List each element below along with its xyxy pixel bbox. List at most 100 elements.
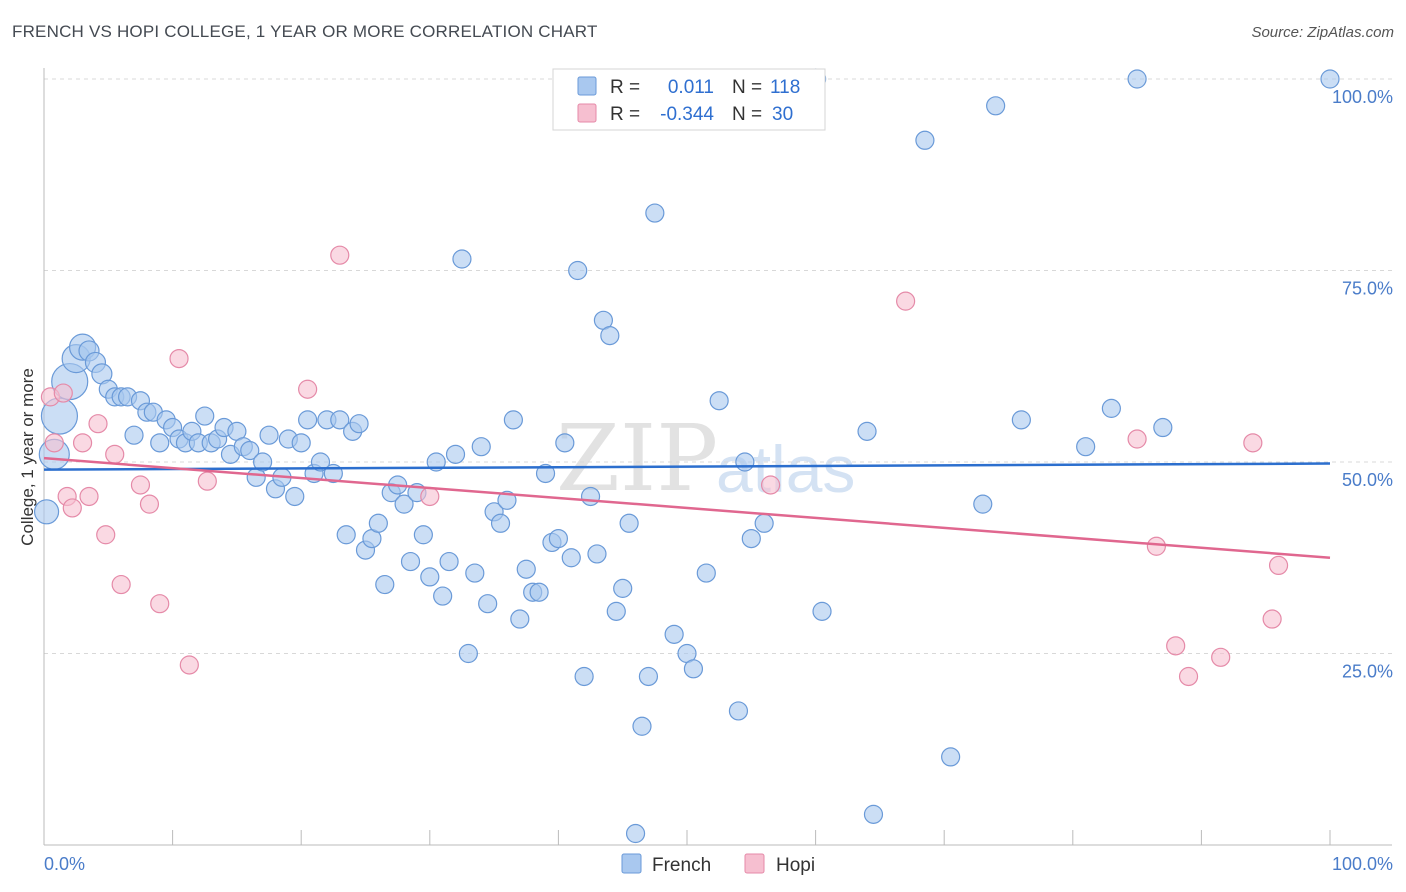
french-point-117	[1320, 69, 1340, 89]
watermark: ZIP atlas	[556, 405, 855, 512]
french-point-100	[728, 701, 749, 721]
french-point-24	[195, 406, 215, 426]
french-point-77	[535, 463, 556, 484]
legend-french-n-label: N =	[732, 77, 762, 98]
hopi-point-25	[1178, 666, 1199, 687]
french-point-67	[471, 437, 491, 457]
french-point-73	[510, 609, 530, 629]
french-point-70	[490, 513, 511, 533]
french-point-95	[664, 624, 684, 644]
french-point-39	[291, 433, 311, 453]
french-point-58	[413, 525, 433, 545]
french-point-82	[568, 260, 588, 281]
french-point-85	[587, 544, 607, 564]
bottom-legend-swatch-french	[621, 853, 642, 874]
french-point-17	[150, 433, 170, 453]
french-point-103	[754, 513, 774, 533]
hopi-point-5	[72, 433, 93, 453]
hopi-point-8	[96, 525, 116, 545]
hopi-point-9	[105, 444, 125, 464]
french-point-74	[516, 559, 536, 579]
legend-box: R = 0.011 N = 118 R = -0.344 N = 30	[552, 68, 826, 131]
french-point-79	[548, 528, 569, 549]
french-point-94	[645, 203, 665, 223]
french-point-61	[433, 586, 453, 606]
legend-french-r-value: 0.011	[668, 77, 714, 98]
french-point-80	[555, 433, 575, 453]
french-point-33	[253, 452, 273, 472]
hopi-point-1	[44, 433, 64, 453]
hopi-point-19	[420, 486, 440, 507]
y-tick-label-75: 75.0%	[1342, 279, 1393, 299]
french-point-99	[709, 391, 729, 411]
french-point-106	[857, 421, 877, 441]
hopi-point-2	[53, 383, 73, 403]
french-point-34	[259, 425, 279, 445]
legend-french-r-label: R =	[610, 77, 640, 98]
french-point-31	[240, 440, 260, 461]
hopi-point-18	[330, 245, 350, 265]
french-point-114	[1101, 398, 1121, 418]
french-point-72	[503, 410, 523, 430]
french-point-93	[638, 666, 659, 687]
french-point-59	[420, 567, 440, 587]
legend-swatch-hopi	[577, 103, 597, 123]
bottom-legend-swatch-hopi	[744, 853, 765, 874]
legend-hopi-r-value: -0.344	[660, 104, 714, 125]
french-point-101	[735, 452, 755, 472]
y-tick-label-50: 50.0%	[1342, 470, 1393, 490]
french-point-83	[574, 666, 594, 687]
french-point-92	[632, 716, 652, 736]
french-point-60	[426, 452, 446, 472]
french-point-110	[973, 494, 993, 514]
trend-line-french	[43, 462, 1331, 471]
french-point-89	[613, 578, 633, 598]
hopi-point-27	[1243, 433, 1263, 453]
french-point-87	[600, 326, 620, 346]
legend-hopi-r-label: R =	[610, 104, 640, 125]
hopi-point-16	[197, 471, 217, 491]
french-point-65	[458, 643, 478, 664]
hopi-point-12	[139, 494, 160, 514]
french-point-81	[561, 548, 581, 568]
y-axis-label: College, 1 year or more	[18, 368, 37, 546]
hopi-point-23	[1146, 536, 1166, 556]
legend-french-n-value: 118	[770, 77, 800, 98]
y-tick-labels: 25.0% 50.0% 75.0% 100.0%	[1332, 87, 1393, 682]
hopi-point-13	[150, 594, 170, 614]
french-point-40	[298, 410, 318, 430]
french-point-46	[336, 525, 356, 545]
hopi-point-24	[1166, 636, 1186, 656]
hopi-point-15	[179, 655, 199, 675]
hopi-point-26	[1211, 647, 1231, 667]
hopi-point-14	[169, 348, 189, 369]
bottom-legend: French Hopi	[621, 853, 815, 876]
french-point-111	[986, 96, 1006, 116]
french-point-97	[683, 659, 704, 679]
french-point-71	[497, 490, 517, 510]
french-point-107	[863, 804, 884, 824]
french-point-84	[580, 486, 601, 507]
hopi-point-6	[79, 486, 99, 507]
hopi-point-4	[62, 498, 82, 518]
gridlines	[44, 78, 1392, 654]
french-point-112	[1011, 410, 1031, 430]
hopi-point-11	[130, 475, 151, 495]
french-point-56	[400, 551, 421, 572]
watermark-atlas: atlas	[716, 432, 855, 506]
hopi-point-28	[1262, 609, 1282, 629]
french-point-13	[124, 425, 144, 445]
trend-line-hopi	[43, 456, 1331, 559]
series-hopi-points	[40, 245, 1289, 687]
x-ticks	[172, 830, 1331, 845]
x-tick-label-max: 100.0%	[1332, 854, 1393, 874]
hopi-point-21	[896, 291, 916, 311]
french-point-90	[619, 513, 639, 533]
legend-hopi-n-value: 30	[772, 104, 793, 125]
french-point-62	[439, 551, 459, 572]
y-tick-label-25: 25.0%	[1342, 662, 1393, 682]
hopi-point-17	[298, 379, 318, 399]
bottom-legend-label-hopi: Hopi	[776, 855, 815, 876]
legend-swatch-french	[577, 76, 597, 96]
